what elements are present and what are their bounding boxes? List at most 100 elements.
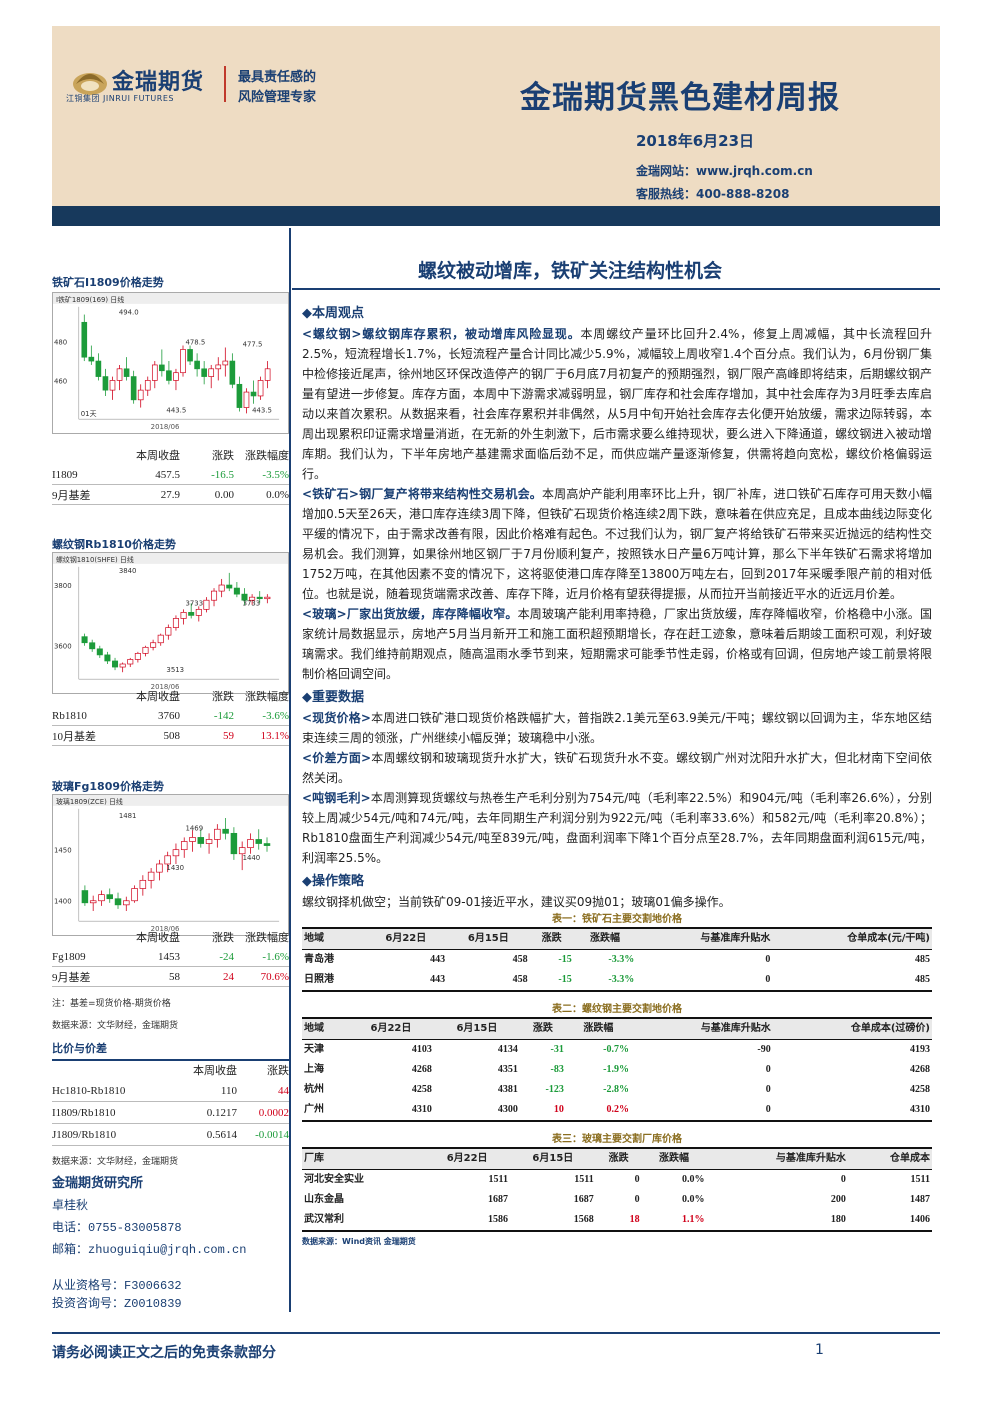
chart-axis-label: 3800 bbox=[54, 582, 72, 590]
table-row: 杭州 4258 4381 -123 -2.8% 0 4258 bbox=[302, 1080, 932, 1100]
candle-body bbox=[233, 587, 240, 595]
table-cell: 180 bbox=[706, 1210, 848, 1232]
quote-table-rebar: 本周收盘 涨跌 涨跌幅度 Rb1810 3760 -142 -3.6% 10月基差 508 5… bbox=[52, 686, 289, 746]
candle-body bbox=[187, 349, 193, 362]
table-row: Fg1809 1453 -24 -1.6% bbox=[52, 947, 289, 967]
cell: 44 bbox=[278, 1084, 289, 1097]
table-cell: -3.3% bbox=[608, 954, 635, 965]
header-bar bbox=[52, 206, 940, 226]
author-email[interactable]: 邮箱：zhuoguiqiu@jrqh.com.cn bbox=[52, 1243, 247, 1257]
candle-body bbox=[250, 391, 257, 397]
table-cell: 4258 bbox=[411, 1084, 432, 1095]
candle-body bbox=[180, 841, 188, 851]
table-row: 9月基差 27.9 0.00 0.0% bbox=[52, 485, 289, 505]
table-cell: 4268 bbox=[910, 1064, 930, 1075]
candle-body bbox=[123, 368, 130, 377]
chart-axis-label: 460 bbox=[54, 377, 67, 385]
report-title: 金瑞期货黑色建材周报 bbox=[520, 80, 840, 116]
candle-body bbox=[188, 612, 195, 616]
chart-topbar bbox=[53, 795, 288, 806]
table-cell: 4193 bbox=[910, 1044, 930, 1055]
table-header: 仓单成本(元/干吨) bbox=[772, 927, 932, 950]
consult-number: 投资咨询号：Z0010839 bbox=[52, 1297, 182, 1311]
table-cell: 0 bbox=[840, 1174, 846, 1185]
chart-annotation: 3840 bbox=[119, 567, 137, 575]
table-cell: 日照港 bbox=[302, 970, 365, 992]
chart-annotation: 1469 bbox=[185, 824, 203, 832]
table-cell: 0 bbox=[765, 1084, 771, 1095]
table-row: 日照港 443 458 -15 -3.3% 0 485 bbox=[302, 970, 932, 992]
table-row: 河北安全实业 1511 1511 0 0.0% 0 1511 bbox=[302, 1170, 932, 1191]
table-header: 6月22日 bbox=[364, 927, 448, 950]
table-cell: 1586 bbox=[424, 1210, 510, 1232]
cell: -0.0014 bbox=[255, 1128, 289, 1141]
table-row: 天津 4103 4134 -31 -0.7% -90 4193 bbox=[302, 1040, 932, 1061]
table-cell: 4300 bbox=[433, 1100, 520, 1122]
report-date: 2018年6月23日 bbox=[636, 132, 755, 150]
subtitle-rule bbox=[292, 288, 940, 290]
table-row: 上海 4268 4351 -83 -1.9% 0 4268 bbox=[302, 1060, 932, 1080]
cert-number: 从业资格号：F3006632 bbox=[52, 1279, 182, 1293]
table-cell: 广州 bbox=[302, 1100, 348, 1122]
cell: -24 bbox=[219, 950, 234, 963]
col-close: 本周收盘 bbox=[193, 1064, 237, 1077]
candle-body bbox=[214, 828, 221, 840]
candle-body bbox=[106, 894, 113, 900]
chart-axis-label: 480 bbox=[54, 339, 67, 347]
logo-name: 金瑞期货 bbox=[112, 70, 205, 95]
table-cell: 485 bbox=[915, 954, 930, 965]
table-header: 仓单成本 bbox=[847, 1147, 932, 1170]
table-row: 广州 4310 4300 10 0.2% 0 4310 bbox=[302, 1100, 932, 1122]
paragraph-margin: <吨钢毛利>本周测算现货螺纹与热卷生产毛利分别为754元/吨（毛利率22.5%）… bbox=[302, 788, 932, 868]
text-margin: 本周测算现货螺纹与热卷生产毛利分别为754元/吨（毛利率22.5%）和904元/… bbox=[302, 791, 932, 865]
table-cell: 1511 bbox=[574, 1174, 594, 1185]
cell: I1809 bbox=[52, 468, 78, 481]
col-close: 本周收盘 bbox=[136, 931, 180, 944]
candle-body bbox=[137, 389, 144, 401]
candle-body bbox=[229, 360, 236, 385]
candle-body bbox=[130, 376, 137, 401]
candle-body bbox=[157, 634, 164, 644]
table-cell: 4310 bbox=[772, 1100, 932, 1122]
website-link[interactable]: 金瑞网站：www.jrqh.com.cn bbox=[636, 164, 813, 178]
candle-body bbox=[264, 368, 271, 381]
ratio-title: 比价与价差 bbox=[52, 1040, 289, 1061]
table-cell: -1.9% bbox=[603, 1064, 629, 1075]
section-strategy: ◆操作策略 bbox=[302, 874, 364, 889]
candle-body bbox=[150, 642, 157, 648]
hotline: 客服热线：400-888-8208 bbox=[636, 187, 790, 201]
candle-body bbox=[189, 837, 196, 842]
candle-body bbox=[165, 627, 172, 636]
table-header: 与基准库升贴水 bbox=[706, 1147, 848, 1170]
chart-top-label: 螺纹钢1810(SHFE) 日线 bbox=[56, 555, 134, 564]
chart-annotation: 1481 bbox=[119, 812, 137, 820]
table-row: I1809 457.5 -16.5 -3.5% bbox=[52, 465, 289, 485]
cell: 58 bbox=[169, 970, 180, 983]
cell: Fg1809 bbox=[52, 950, 86, 963]
author-phone: 电话：0755-83005878 bbox=[52, 1221, 182, 1235]
table-cell: 杭州 bbox=[304, 1084, 324, 1095]
cell: -3.6% bbox=[262, 709, 289, 722]
chart-top-label: 玻璃1809(ZCE) 日线 bbox=[56, 797, 123, 806]
table-cell: -83 bbox=[550, 1064, 564, 1075]
candle-body bbox=[238, 847, 246, 855]
text-iron-ore: 本周高炉产能利用率环比上升，钢厂补库，进口铁矿石库存可用天数小幅增加0.5天至2… bbox=[302, 487, 932, 601]
chart-annotation: 3733 bbox=[243, 599, 261, 607]
paragraph-spot: <现货价格>本周进口铁矿港口现货价格跌幅扩大，普指跌2.1美元至63.9美元/干… bbox=[302, 708, 932, 748]
table-header: 地域 bbox=[302, 1017, 348, 1040]
table-cell: 458 bbox=[512, 954, 528, 965]
table-header: 涨跌幅 bbox=[641, 1147, 707, 1170]
paragraph-glass: <玻璃>厂家出货放缓，库存降幅收窄。本周玻璃产能利用率持稳，厂家出货放缓，库存降… bbox=[302, 604, 932, 684]
table-cell: 4310 bbox=[347, 1100, 434, 1122]
cell: 3760 bbox=[158, 709, 180, 722]
cell: 10月基差 bbox=[52, 730, 96, 743]
cell: 70.6% bbox=[260, 970, 289, 983]
candle-body bbox=[173, 372, 179, 381]
chart-rebar: 螺纹钢1810(SHFE) 日线 3800 3600 3840 3733 3733 3513… bbox=[52, 552, 289, 694]
section-weekly-view: ◆本周观点 bbox=[302, 306, 364, 321]
table-header: 6月15日 bbox=[433, 1017, 520, 1040]
chart-annotation: 1440 bbox=[243, 854, 261, 862]
candle-body bbox=[257, 380, 264, 397]
table-header: 地域 bbox=[302, 927, 365, 950]
subtitle: 螺纹被动增库，铁矿关注结构性机会 bbox=[418, 260, 723, 282]
